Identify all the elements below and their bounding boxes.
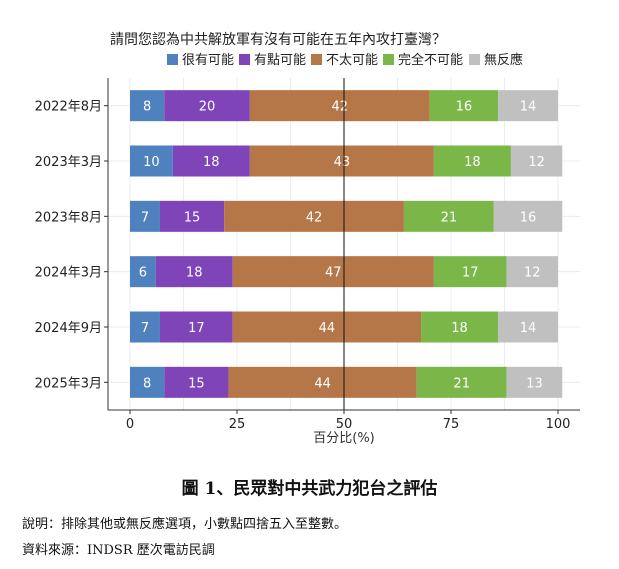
legend-label: 不太可能 (326, 53, 378, 68)
bar-segment (421, 311, 499, 343)
legend-item: 很有可能 (167, 53, 234, 68)
bar-segment (433, 256, 507, 288)
bar-segment (130, 366, 165, 398)
data-label: 8 (143, 376, 151, 391)
data-label: 18 (186, 266, 203, 281)
legend-label: 無反應 (484, 52, 523, 68)
bar-segment (164, 366, 229, 398)
bar-segment (155, 256, 233, 288)
bar-segment (433, 145, 511, 177)
legend-swatch (469, 54, 480, 65)
data-label: 15 (184, 210, 201, 225)
bar-segment (172, 145, 250, 177)
data-label: 43 (334, 155, 351, 170)
data-label: 44 (314, 376, 331, 391)
y-tick-label: 2023年3月 (35, 155, 102, 170)
y-tick-label: 2022年8月 (35, 100, 102, 115)
data-label: 17 (462, 266, 479, 281)
bar-segment (228, 366, 417, 398)
figure-caption: 圖 1、民眾對中共武力犯台之評估 (181, 479, 438, 499)
bar-segment (232, 311, 422, 343)
data-label: 42 (331, 100, 348, 115)
data-label: 18 (451, 321, 468, 336)
legend-swatch (383, 54, 394, 65)
data-label: 16 (456, 100, 473, 115)
x-tick-label: 50 (336, 417, 353, 432)
chart: 請問您認為中共解放軍有沒有可能在五年內攻打臺灣？ 很有可能 有點可能 不太可能 完全不… (35, 31, 580, 446)
bar-segment (510, 145, 563, 177)
bar-segment (130, 145, 173, 177)
data-label: 6 (139, 266, 147, 281)
bar-segment (232, 256, 434, 288)
legend-label: 有點可能 (254, 53, 306, 68)
data-label: 10 (143, 155, 160, 170)
data-label: 21 (441, 210, 458, 225)
data-label: 12 (528, 155, 545, 170)
data-label: 8 (143, 100, 151, 115)
plot-area: 8 20 42 16 14 2022年8月 10 18 43 18 12 2023年3月 7 15 42 21… (35, 78, 580, 432)
bar-segment (164, 90, 250, 122)
bar-segment (159, 200, 225, 232)
bar-segment (159, 311, 233, 343)
legend-item: 完全不可能 (383, 52, 463, 68)
note-source: 資料來源：INDSR 歷次電訪民調 (22, 543, 215, 558)
data-label: 44 (319, 321, 336, 336)
data-label: 7 (141, 210, 149, 225)
legend-label: 完全不可能 (398, 52, 463, 68)
data-label: 47 (325, 266, 342, 281)
legend-item: 不太可能 (311, 53, 378, 68)
bar-segment (130, 200, 160, 232)
data-label: 18 (464, 155, 481, 170)
legend-item: 有點可能 (239, 53, 306, 68)
y-tick-label: 2024年9月 (35, 321, 102, 336)
data-label: 14 (520, 100, 537, 115)
data-label: 15 (188, 376, 205, 391)
y-tick-label: 2023年8月 (35, 210, 102, 225)
legend-item: 無反應 (469, 52, 523, 68)
data-label: 14 (520, 321, 537, 336)
bar-segment (130, 256, 156, 288)
bar-segment (130, 90, 165, 122)
bar-segment (498, 90, 558, 122)
legend-swatch (239, 54, 250, 65)
data-label: 18 (203, 155, 220, 170)
data-label: 13 (526, 376, 543, 391)
y-tick-label: 2024年3月 (35, 266, 102, 281)
bar-segment (416, 366, 507, 398)
data-label: 20 (199, 100, 216, 115)
bar-segment (506, 256, 558, 288)
x-tick-label: 100 (546, 417, 571, 432)
bar-segment (224, 200, 404, 232)
bar-segment (249, 90, 430, 122)
legend: 很有可能 有點可能 不太可能 完全不可能 無反應 (167, 52, 523, 68)
bar-segment (130, 311, 160, 343)
data-label: 42 (306, 210, 323, 225)
x-tick-label: 25 (229, 417, 246, 432)
data-label: 21 (453, 376, 470, 391)
legend-swatch (311, 54, 322, 65)
note-explanation: 說明：排除其他或無反應選項，小數點四捨五入至整數。 (22, 517, 348, 532)
x-axis-label: 百分比(%) (313, 431, 375, 446)
data-label: 7 (141, 321, 149, 336)
x-tick-label: 75 (443, 417, 460, 432)
bar-segment (498, 311, 558, 343)
data-label: 17 (188, 321, 205, 336)
bar-segment (429, 90, 499, 122)
bar-segment (249, 145, 434, 177)
data-label: 12 (524, 266, 541, 281)
bar-segment (403, 200, 494, 232)
legend-swatch (167, 54, 178, 65)
x-tick-label: 0 (126, 417, 134, 432)
bar-segment (493, 200, 563, 232)
chart-title: 請問您認為中共解放軍有沒有可能在五年內攻打臺灣？ (110, 31, 446, 48)
bar-segment (506, 366, 563, 398)
legend-label: 很有可能 (182, 53, 234, 68)
y-tick-label: 2025年3月 (35, 376, 102, 391)
data-label: 16 (520, 210, 537, 225)
